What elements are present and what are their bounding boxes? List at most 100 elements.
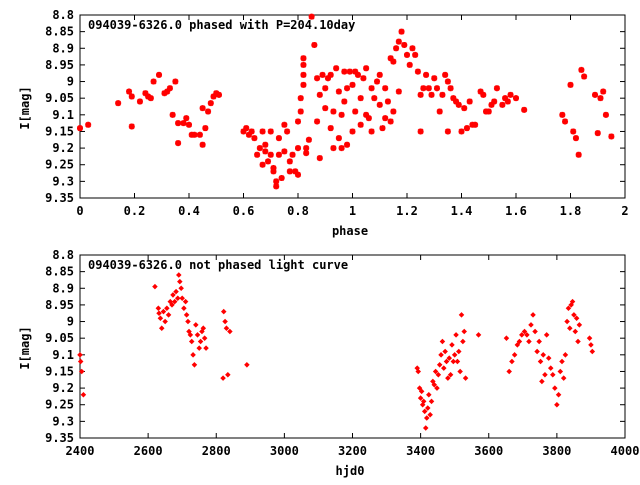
data-point bbox=[433, 85, 440, 92]
data-point bbox=[457, 368, 463, 375]
data-point bbox=[570, 128, 577, 135]
data-point bbox=[314, 75, 321, 82]
data-point bbox=[193, 322, 199, 328]
data-point bbox=[555, 391, 562, 398]
data-point bbox=[77, 358, 84, 365]
data-point bbox=[286, 168, 293, 175]
data-point bbox=[542, 372, 548, 378]
data-point bbox=[571, 312, 577, 318]
chart-title: 094039-6326.0 not phased light curve bbox=[88, 258, 348, 272]
data-point bbox=[447, 85, 454, 92]
data-point bbox=[173, 288, 179, 295]
data-point bbox=[199, 141, 206, 148]
x-tick-label: 3600 bbox=[474, 444, 503, 458]
data-point bbox=[170, 292, 176, 298]
data-point bbox=[431, 381, 438, 388]
data-point bbox=[547, 365, 554, 371]
data-point bbox=[78, 368, 85, 375]
data-point bbox=[552, 385, 558, 391]
data-point bbox=[188, 338, 195, 345]
data-point bbox=[191, 131, 198, 138]
data-point bbox=[156, 71, 163, 78]
data-point bbox=[341, 68, 348, 75]
y-tick-label: 9.3 bbox=[52, 174, 74, 188]
data-point bbox=[360, 75, 367, 82]
data-point bbox=[472, 121, 479, 128]
data-point bbox=[460, 338, 466, 345]
data-point bbox=[330, 108, 337, 115]
data-point bbox=[450, 95, 457, 102]
data-point bbox=[572, 328, 579, 335]
data-point bbox=[426, 391, 432, 398]
x-axis-title: hjd0 bbox=[336, 464, 365, 478]
data-point bbox=[562, 352, 569, 358]
data-point bbox=[436, 108, 443, 115]
data-point bbox=[273, 183, 280, 190]
data-point bbox=[308, 13, 315, 20]
data-point bbox=[147, 95, 154, 102]
data-point bbox=[576, 322, 583, 328]
data-point bbox=[417, 395, 424, 401]
data-point bbox=[180, 120, 187, 127]
data-point bbox=[463, 125, 470, 132]
data-point bbox=[357, 95, 364, 102]
data-point bbox=[559, 358, 565, 365]
data-point bbox=[441, 365, 447, 371]
x-tick-label: 0 bbox=[76, 204, 83, 218]
data-point bbox=[521, 106, 528, 113]
data-point bbox=[554, 401, 560, 408]
data-point bbox=[167, 298, 174, 305]
y-tick-label: 8.85 bbox=[45, 265, 74, 279]
data-point bbox=[387, 55, 394, 62]
data-point bbox=[461, 328, 467, 335]
data-point bbox=[379, 125, 386, 132]
data-point bbox=[191, 362, 198, 368]
data-point bbox=[187, 332, 194, 338]
data-point bbox=[573, 315, 580, 321]
data-point bbox=[393, 45, 400, 52]
plot-frame bbox=[79, 14, 626, 199]
data-point bbox=[414, 68, 421, 75]
data-point bbox=[200, 325, 207, 331]
data-point bbox=[432, 368, 439, 375]
data-point bbox=[316, 155, 323, 162]
data-point bbox=[443, 358, 450, 365]
data-point bbox=[390, 58, 397, 65]
data-point bbox=[300, 71, 307, 78]
data-point bbox=[281, 121, 288, 128]
y-axis: 8.8 8.85 8.9 8.95 9 9.05 9.1 9.15 9.2 9.25 9.3 9.35 bbox=[45, 8, 625, 205]
chart-title: 094039-6326.0 phased with P=204.10day bbox=[88, 18, 355, 32]
data-point bbox=[368, 85, 375, 92]
data-point bbox=[142, 90, 149, 97]
data-point bbox=[202, 125, 209, 132]
data-point bbox=[442, 71, 449, 78]
data-point bbox=[456, 348, 462, 355]
data-point bbox=[222, 318, 228, 325]
data-point bbox=[338, 111, 345, 118]
data-point bbox=[530, 312, 536, 318]
data-point bbox=[311, 41, 318, 48]
data-point bbox=[419, 401, 426, 408]
y-axis-title: I[mag] bbox=[18, 326, 32, 369]
plot-frame bbox=[79, 254, 626, 439]
data-point bbox=[259, 128, 266, 135]
data-point bbox=[439, 338, 446, 345]
data-point bbox=[270, 165, 277, 172]
data-point bbox=[251, 135, 258, 142]
data-point bbox=[503, 335, 510, 341]
data-point bbox=[480, 91, 487, 98]
data-point bbox=[349, 128, 356, 135]
data-point bbox=[199, 105, 206, 112]
data-point bbox=[267, 151, 274, 158]
data-point bbox=[488, 101, 495, 108]
data-point bbox=[532, 328, 538, 335]
data-point bbox=[352, 108, 359, 115]
data-point bbox=[186, 121, 192, 128]
data-point bbox=[303, 145, 310, 152]
y-tick-label: 9.35 bbox=[45, 431, 74, 445]
data-point bbox=[427, 411, 433, 418]
data-point bbox=[190, 352, 196, 358]
y-tick-label: 8.95 bbox=[45, 58, 74, 72]
data-point bbox=[278, 175, 285, 182]
data-point bbox=[243, 125, 250, 132]
